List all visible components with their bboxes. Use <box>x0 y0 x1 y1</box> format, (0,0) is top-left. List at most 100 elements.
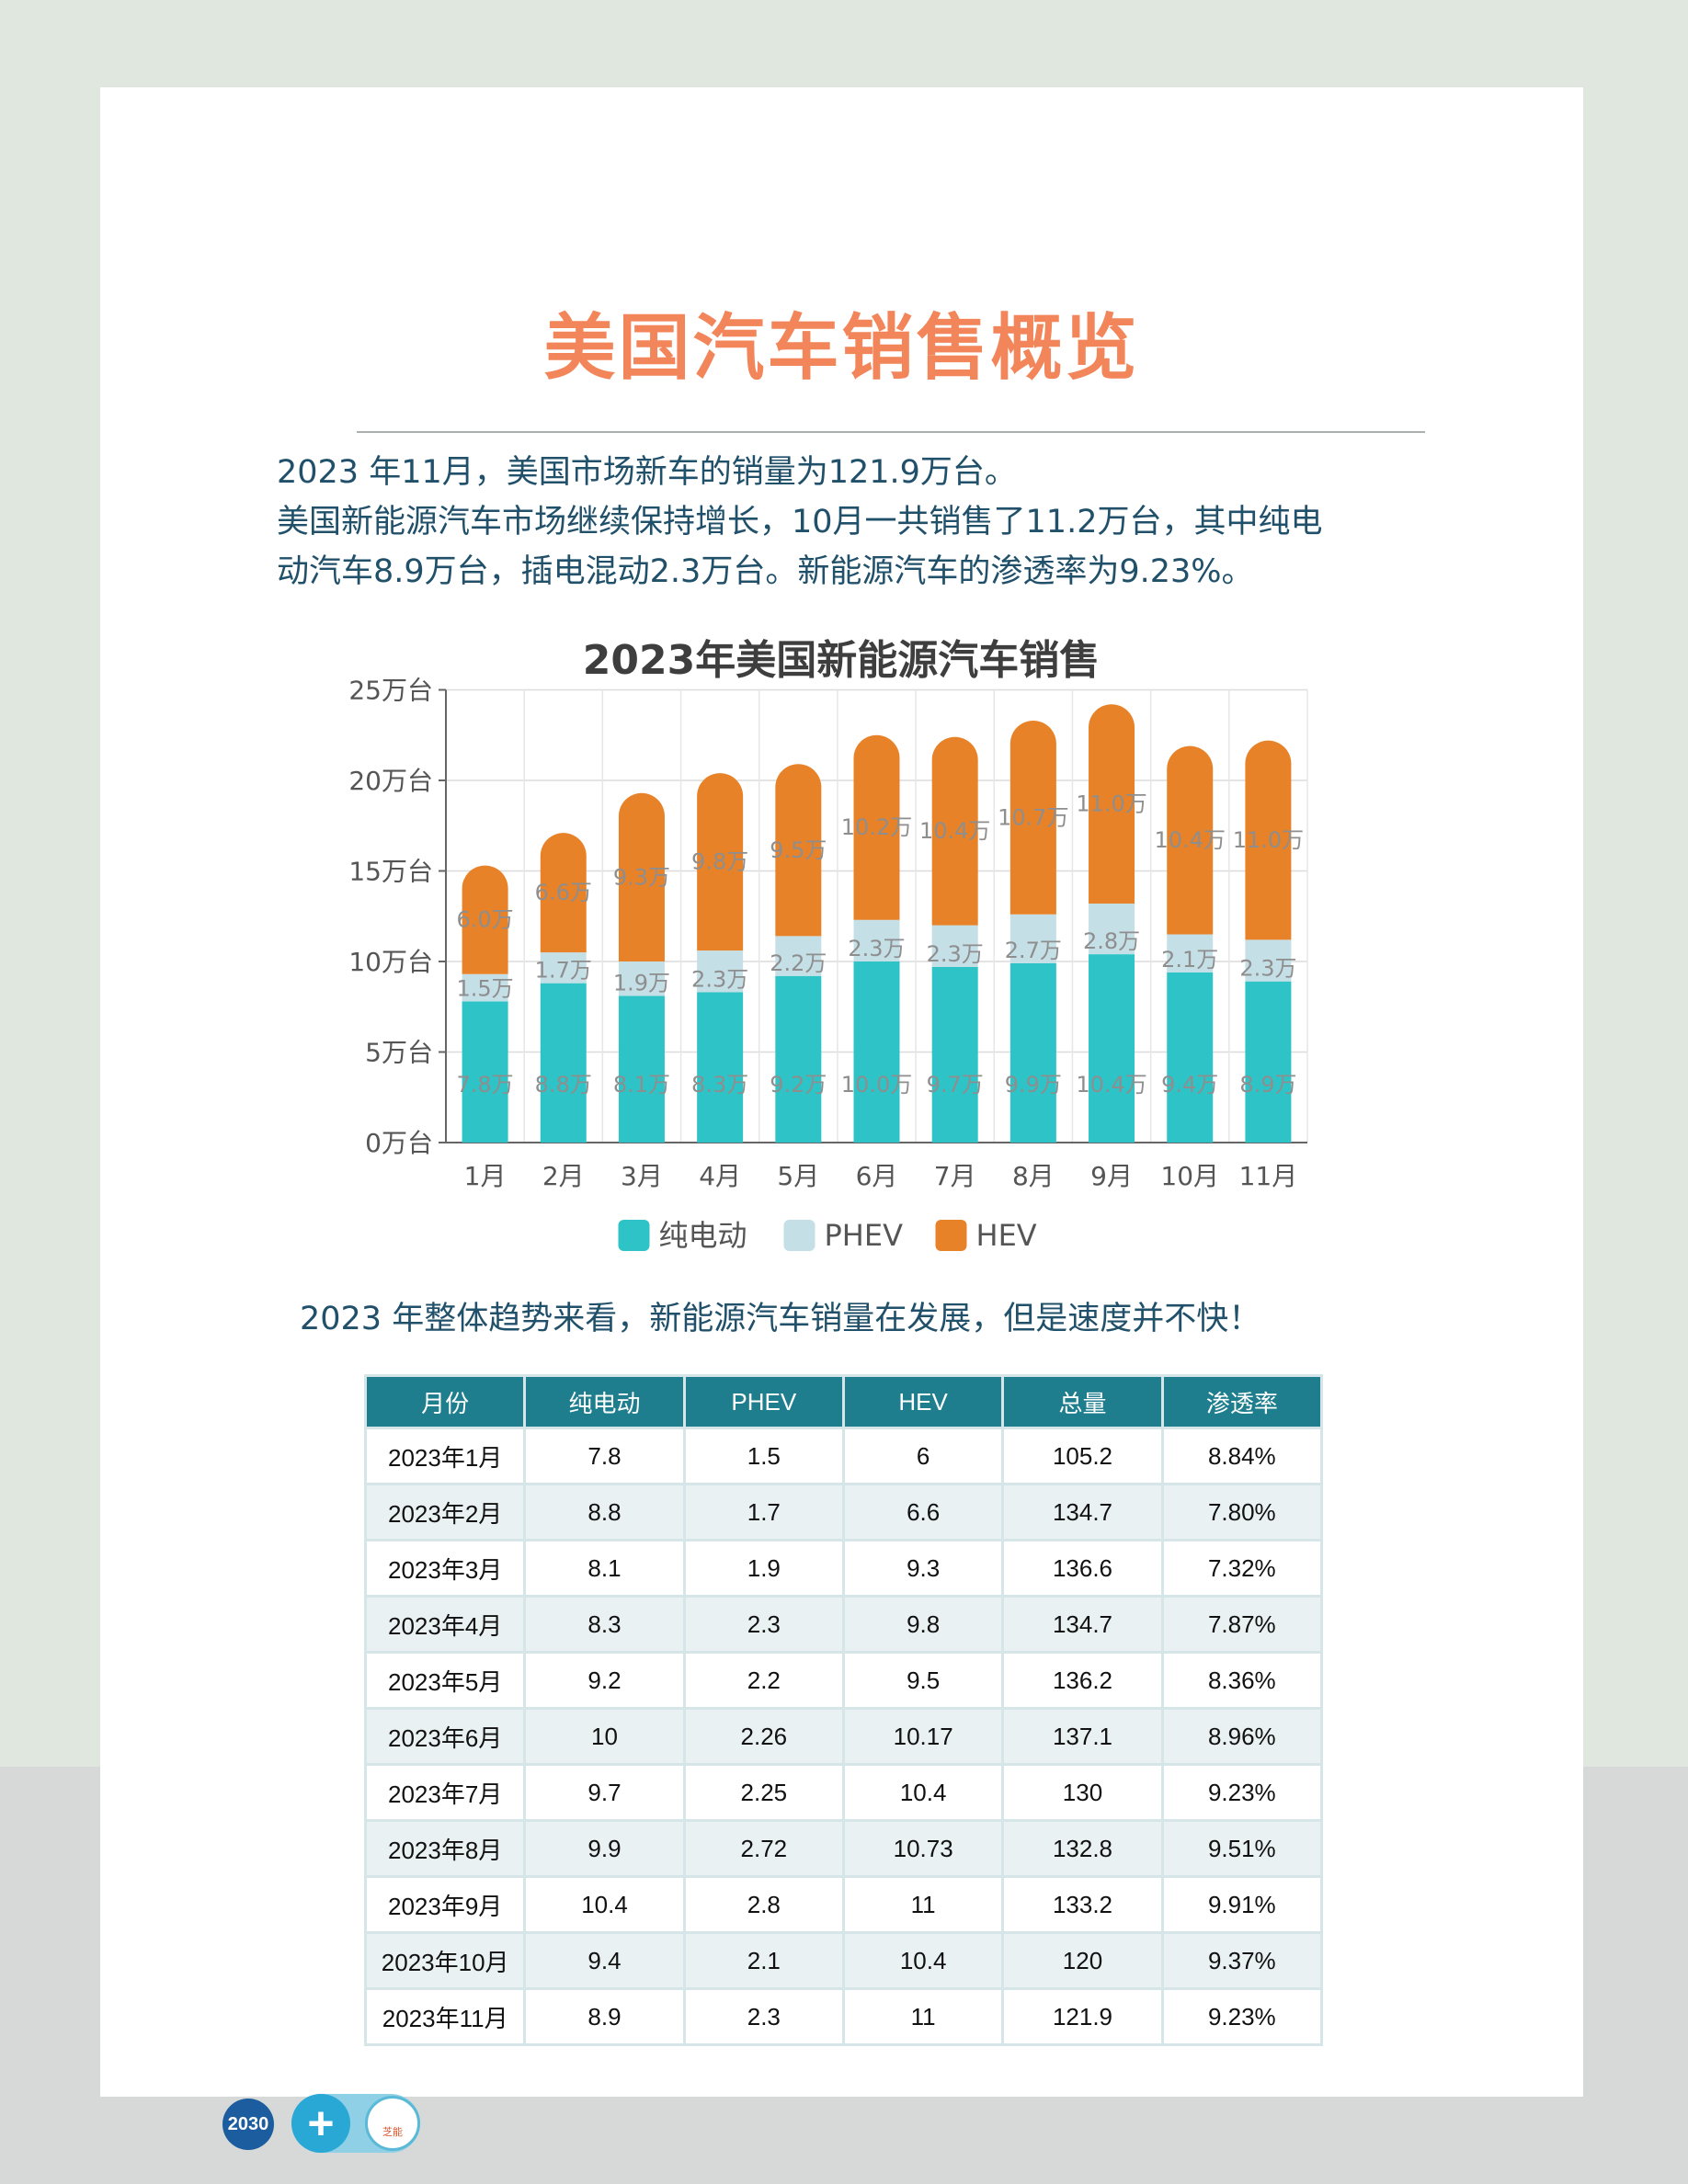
x-tick-label: 4月 <box>699 1161 741 1191</box>
table-cell: 10.17 <box>841 1707 1005 1766</box>
bar-data-label: 1.7万 <box>535 958 592 984</box>
x-tick-label: 2月 <box>542 1161 585 1191</box>
table-cell: 7.80% <box>1160 1483 1324 1541</box>
bar-segment-PHEV <box>618 961 665 996</box>
x-tick-label: 1月 <box>464 1161 507 1191</box>
bar-segment-PHEV <box>853 919 900 961</box>
bar-segment-PHEV <box>540 952 587 984</box>
bar-data-label: 8.8万 <box>535 1072 592 1098</box>
bar-segment-PHEV <box>462 973 508 1002</box>
table-cell: 1.5 <box>682 1427 845 1485</box>
table-cell: 8.1 <box>523 1539 686 1598</box>
bar-data-label: 11.0万 <box>1233 827 1304 853</box>
table-cell: 2023年10月 <box>363 1931 527 1990</box>
table-cell: 6.6 <box>841 1483 1005 1541</box>
bar-segment-纯电动 <box>931 966 978 1143</box>
bar-data-label: 2.3万 <box>1239 956 1296 982</box>
bar-segment-HEV <box>853 734 900 920</box>
bar-segment-HEV <box>1089 704 1135 904</box>
bar-segment-纯电动 <box>1009 962 1056 1143</box>
table-cell: 7.87% <box>1160 1595 1324 1654</box>
table-cell: 1.9 <box>682 1539 845 1598</box>
bar-segment-HEV <box>618 792 665 961</box>
table-cell: 9.2 <box>523 1651 686 1710</box>
table-header-cell: HEV <box>841 1374 1005 1429</box>
bar-data-label: 9.9万 <box>1005 1072 1062 1098</box>
bar-data-label: 6.0万 <box>457 907 514 933</box>
bar-data-label: 8.1万 <box>613 1072 670 1098</box>
sales-table: 月份 纯电动 PHEV HEV 总量 渗透率 2023年1月 7.8 1.5 6 105.2 8.8… <box>363 1374 1324 2046</box>
table-cell: 2023年9月 <box>363 1875 527 1934</box>
bar-segment-PHEV <box>1245 939 1292 982</box>
table-cell: 130 <box>1001 1763 1164 1822</box>
table-header-cell: PHEV <box>682 1374 845 1429</box>
table-cell: 2023年4月 <box>363 1595 527 1654</box>
table-cell: 132.8 <box>1001 1819 1164 1878</box>
stacked-bar-chart: 2023年美国新能源汽车销售 0万台 5万台 10万台 15万台 20万台 25万台 7.8万… <box>348 637 1308 1253</box>
badge-plus-group: + 芝能 <box>291 2094 420 2153</box>
table-cell: 2.3 <box>682 1987 845 2046</box>
table-cell: 10.73 <box>841 1819 1005 1878</box>
bar-segment-纯电动 <box>1089 954 1135 1143</box>
y-tick-label: 15万台 <box>348 857 433 887</box>
x-tick-label: 7月 <box>934 1161 976 1191</box>
bar-data-label: 2.7万 <box>1005 938 1062 963</box>
table-cell: 9.37% <box>1160 1931 1324 1990</box>
bar-data-label: 7.8万 <box>457 1072 514 1098</box>
x-tick-label: 10月 <box>1160 1161 1219 1191</box>
bar-data-label: 9.3万 <box>613 864 670 890</box>
table-cell: 136.2 <box>1001 1651 1164 1710</box>
table-row: 2023年6月 10 2.26 10.17 137.1 8.96% <box>363 1707 1324 1766</box>
table-header-row: 月份 纯电动 PHEV HEV 总量 渗透率 <box>363 1374 1324 1429</box>
badge-2030-logo: 2030 <box>222 2099 274 2150</box>
table-row: 2023年11月 8.9 2.3 11 121.9 9.23% <box>363 1987 1324 2046</box>
bar-data-label: 1.9万 <box>613 970 670 995</box>
table-row: 2023年1月 7.8 1.5 6 105.2 8.84% <box>363 1427 1324 1485</box>
table-cell: 2023年5月 <box>363 1651 527 1710</box>
x-tick-label: 11月 <box>1239 1161 1298 1191</box>
title-divider <box>357 431 1425 433</box>
bar-segment-纯电动 <box>853 961 900 1143</box>
bar-segment-纯电动 <box>462 1001 508 1143</box>
x-tick-label: 5月 <box>777 1161 819 1191</box>
table-cell: 9.4 <box>523 1931 686 1990</box>
bar-data-label: 2.1万 <box>1161 947 1218 973</box>
bar-data-label: 9.8万 <box>691 849 748 875</box>
legend-label: PHEV <box>825 1218 904 1253</box>
legend-swatch <box>783 1220 815 1251</box>
table-header-cell: 渗透率 <box>1160 1374 1324 1429</box>
table-cell: 10 <box>523 1707 686 1766</box>
intro-line-2: 美国新能源汽车市场继续保持增长，10月一共销售了11.2万台，其中纯电动汽车8.… <box>277 504 1323 590</box>
bar-segment-纯电动 <box>1245 981 1292 1143</box>
table-cell: 2.72 <box>682 1819 845 1878</box>
intro-line-1: 2023 年11月，美国市场新车的销量为121.9万台。 <box>277 454 1017 491</box>
chart-title: 2023年美国新能源汽车销售 <box>583 637 1100 684</box>
table-cell: 10.4 <box>523 1875 686 1934</box>
legend-label: HEV <box>976 1218 1037 1253</box>
bar-data-label: 10.4万 <box>1076 1072 1146 1098</box>
table-cell: 7.8 <box>523 1427 686 1485</box>
y-tick-label: 5万台 <box>365 1038 433 1068</box>
y-tick-label: 25万台 <box>348 676 433 706</box>
bar-data-label: 9.2万 <box>770 1072 827 1098</box>
bar-data-label: 10.4万 <box>919 818 990 844</box>
table-cell: 8.36% <box>1160 1651 1324 1710</box>
legend-label: 纯电动 <box>659 1218 747 1253</box>
table-cell: 2023年11月 <box>363 1987 527 2046</box>
bar-data-label: 10.7万 <box>998 804 1068 830</box>
table-cell: 6 <box>841 1427 1005 1485</box>
table-cell: 136.6 <box>1001 1539 1164 1598</box>
bar-data-label: 11.0万 <box>1076 791 1146 817</box>
bar-segment-纯电动 <box>540 983 587 1143</box>
bar-data-label: 10.0万 <box>841 1072 912 1098</box>
page-card: 美国汽车销售概览 2023 年11月，美国市场新车的销量为121.9万台。 美国… <box>100 87 1583 2153</box>
table-cell: 2.2 <box>682 1651 845 1710</box>
bar-segment-HEV <box>462 865 508 974</box>
bar-data-label: 10.4万 <box>1155 827 1226 853</box>
bar-segment-纯电动 <box>697 992 744 1143</box>
table-cell: 134.7 <box>1001 1595 1164 1654</box>
table-header-cell: 总量 <box>1001 1374 1164 1429</box>
table-cell: 2023年2月 <box>363 1483 527 1541</box>
table-cell: 9.51% <box>1160 1819 1324 1878</box>
table-header-cell: 纯电动 <box>523 1374 686 1429</box>
